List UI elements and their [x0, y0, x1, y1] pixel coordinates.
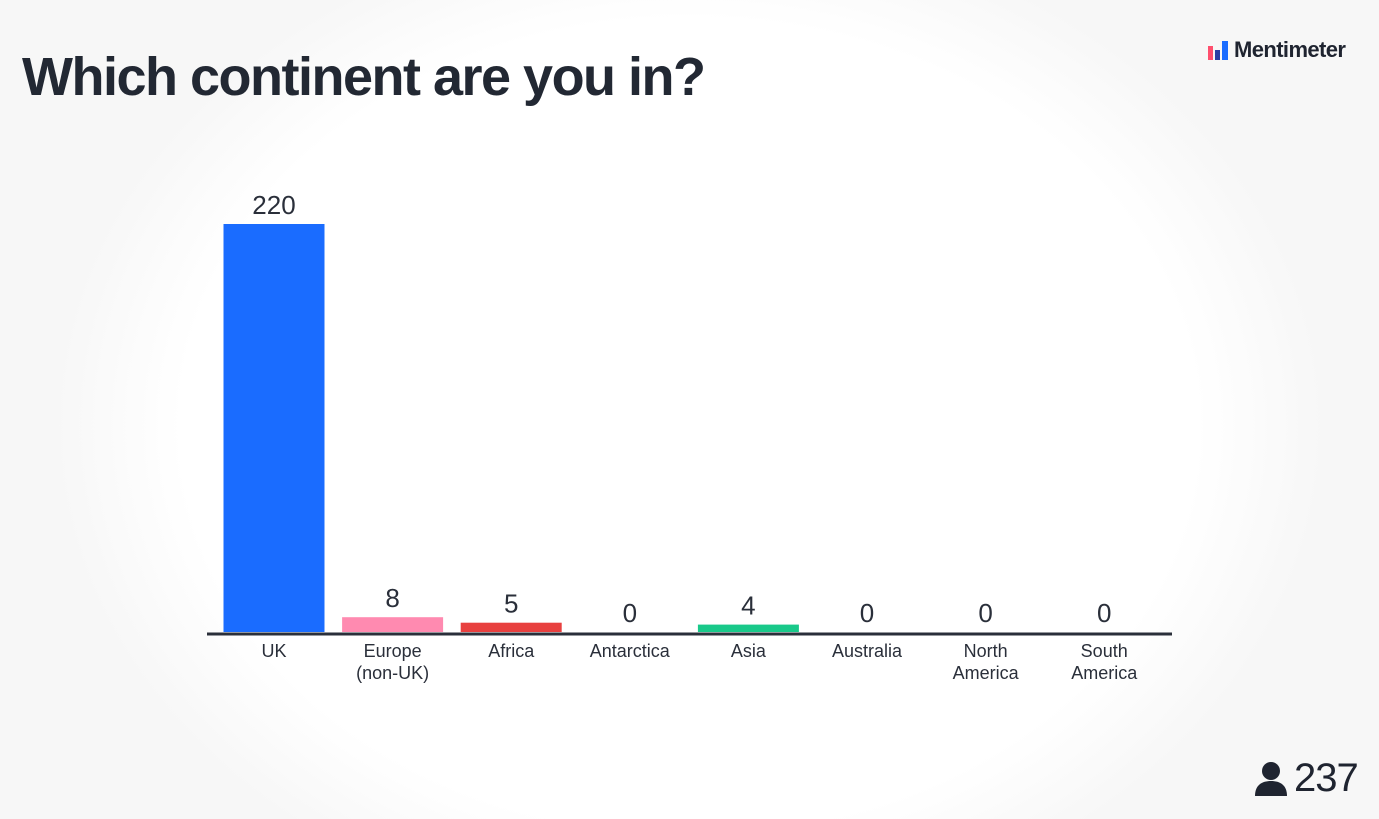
brand-logo: Mentimeter [1208, 37, 1346, 63]
value-label: 0 [978, 598, 992, 628]
category-label: America [1071, 663, 1138, 683]
labels-layer: 220 UK 8 Europe(non-UK) 5 Africa 0 Antarctica 4 A… [252, 190, 1138, 683]
category-label: Australia [832, 641, 903, 661]
person-icon [1255, 761, 1287, 796]
category-label: South [1081, 641, 1128, 661]
category-label: Africa [488, 641, 535, 661]
category-label: Antarctica [590, 641, 671, 661]
slide-title: Which continent are you in? [22, 47, 706, 107]
value-label: 4 [741, 591, 755, 621]
category-label: (non-UK) [356, 663, 429, 683]
value-label: 5 [504, 589, 518, 619]
category-label: UK [261, 641, 286, 661]
bar [697, 624, 799, 632]
bar [223, 224, 325, 632]
category-label: Asia [731, 641, 767, 661]
category-label: Europe [364, 641, 422, 661]
value-label: 8 [385, 583, 399, 613]
value-label: 0 [623, 598, 637, 628]
value-label: 0 [1097, 598, 1111, 628]
brand-name: Mentimeter [1234, 37, 1346, 62]
value-label: 220 [252, 190, 295, 220]
category-label: America [953, 663, 1020, 683]
value-label: 0 [860, 598, 874, 628]
bar [342, 617, 444, 632]
bar [460, 622, 562, 632]
mentimeter-logo-icon [1208, 40, 1228, 60]
participant-count: 237 [1294, 756, 1359, 800]
bars-layer [223, 224, 799, 632]
category-label: North [964, 641, 1008, 661]
participant-counter: 237 [1254, 756, 1359, 801]
